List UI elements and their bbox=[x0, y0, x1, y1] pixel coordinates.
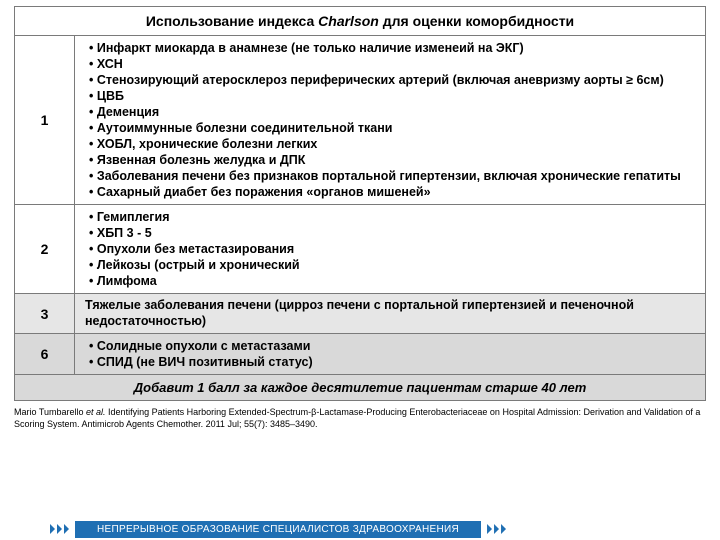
header-post: для оценки коморбидности bbox=[379, 13, 574, 29]
banner-text: НЕПРЕРЫВНОЕ ОБРАЗОВАНИЕ СПЕЦИАЛИСТОВ ЗДР… bbox=[75, 521, 481, 538]
list-item: Сахарный диабет без поражения «органов м… bbox=[89, 184, 697, 200]
list-item: ЦВБ bbox=[89, 88, 697, 104]
header-em: Charlson bbox=[318, 13, 379, 29]
list-item: Гемиплегия bbox=[89, 209, 697, 225]
list-item: Опухоли без метастазирования bbox=[89, 241, 697, 257]
table-header: Использование индекса Charlson для оценк… bbox=[15, 7, 706, 36]
charlson-table: Использование индекса Charlson для оценк… bbox=[14, 6, 706, 401]
list-item: Лейкозы (острый и хронический bbox=[89, 257, 697, 273]
citation-pre: Mario Tumbarello bbox=[14, 407, 86, 417]
slide: Использование индекса Charlson для оценк… bbox=[0, 0, 720, 540]
condition-list: Солидные опухоли с метастазамиСПИД (не В… bbox=[85, 338, 697, 370]
chevron-right-icon bbox=[50, 524, 69, 534]
citation: Mario Tumbarello et al. Identifying Pati… bbox=[14, 407, 706, 430]
content-cell: Инфаркт миокарда в анамнезе (не только н… bbox=[75, 36, 706, 205]
content-cell: Тяжелые заболевания печени (цирроз печен… bbox=[75, 294, 706, 334]
footer-banner: НЕПРЕРЫВНОЕ ОБРАЗОВАНИЕ СПЕЦИАЛИСТОВ ЗДР… bbox=[0, 518, 720, 540]
score-cell: 6 bbox=[15, 334, 75, 375]
table-footer-note: Добавит 1 балл за каждое десятилетие пац… bbox=[15, 375, 706, 401]
citation-post: Identifying Patients Harboring Extended-… bbox=[14, 407, 700, 428]
list-item: Деменция bbox=[89, 104, 697, 120]
chevron-right-icon bbox=[487, 524, 506, 534]
list-item: ХСН bbox=[89, 56, 697, 72]
list-item: Лимфома bbox=[89, 273, 697, 289]
citation-em: et al. bbox=[86, 407, 106, 417]
list-item: Аутоиммунные болезни соединительной ткан… bbox=[89, 120, 697, 136]
list-item: Инфаркт миокарда в анамнезе (не только н… bbox=[89, 40, 697, 56]
condition-list: ГемиплегияХБП 3 - 5Опухоли без метастази… bbox=[85, 209, 697, 289]
score-cell: 1 bbox=[15, 36, 75, 205]
condition-list: Инфаркт миокарда в анамнезе (не только н… bbox=[85, 40, 697, 200]
content-cell: Солидные опухоли с метастазамиСПИД (не В… bbox=[75, 334, 706, 375]
score-cell: 3 bbox=[15, 294, 75, 334]
list-item: ХОБЛ, хронические болезни легких bbox=[89, 136, 697, 152]
list-item: Заболевания печени без признаков порталь… bbox=[89, 168, 697, 184]
header-pre: Использование индекса bbox=[146, 13, 318, 29]
list-item: Солидные опухоли с метастазами bbox=[89, 338, 697, 354]
score-cell: 2 bbox=[15, 205, 75, 294]
list-item: СПИД (не ВИЧ позитивный статус) bbox=[89, 354, 697, 370]
list-item: ХБП 3 - 5 bbox=[89, 225, 697, 241]
list-item: Язвенная болезнь желудка и ДПК bbox=[89, 152, 697, 168]
content-cell: ГемиплегияХБП 3 - 5Опухоли без метастази… bbox=[75, 205, 706, 294]
list-item: Стенозирующий атеросклероз периферически… bbox=[89, 72, 697, 88]
